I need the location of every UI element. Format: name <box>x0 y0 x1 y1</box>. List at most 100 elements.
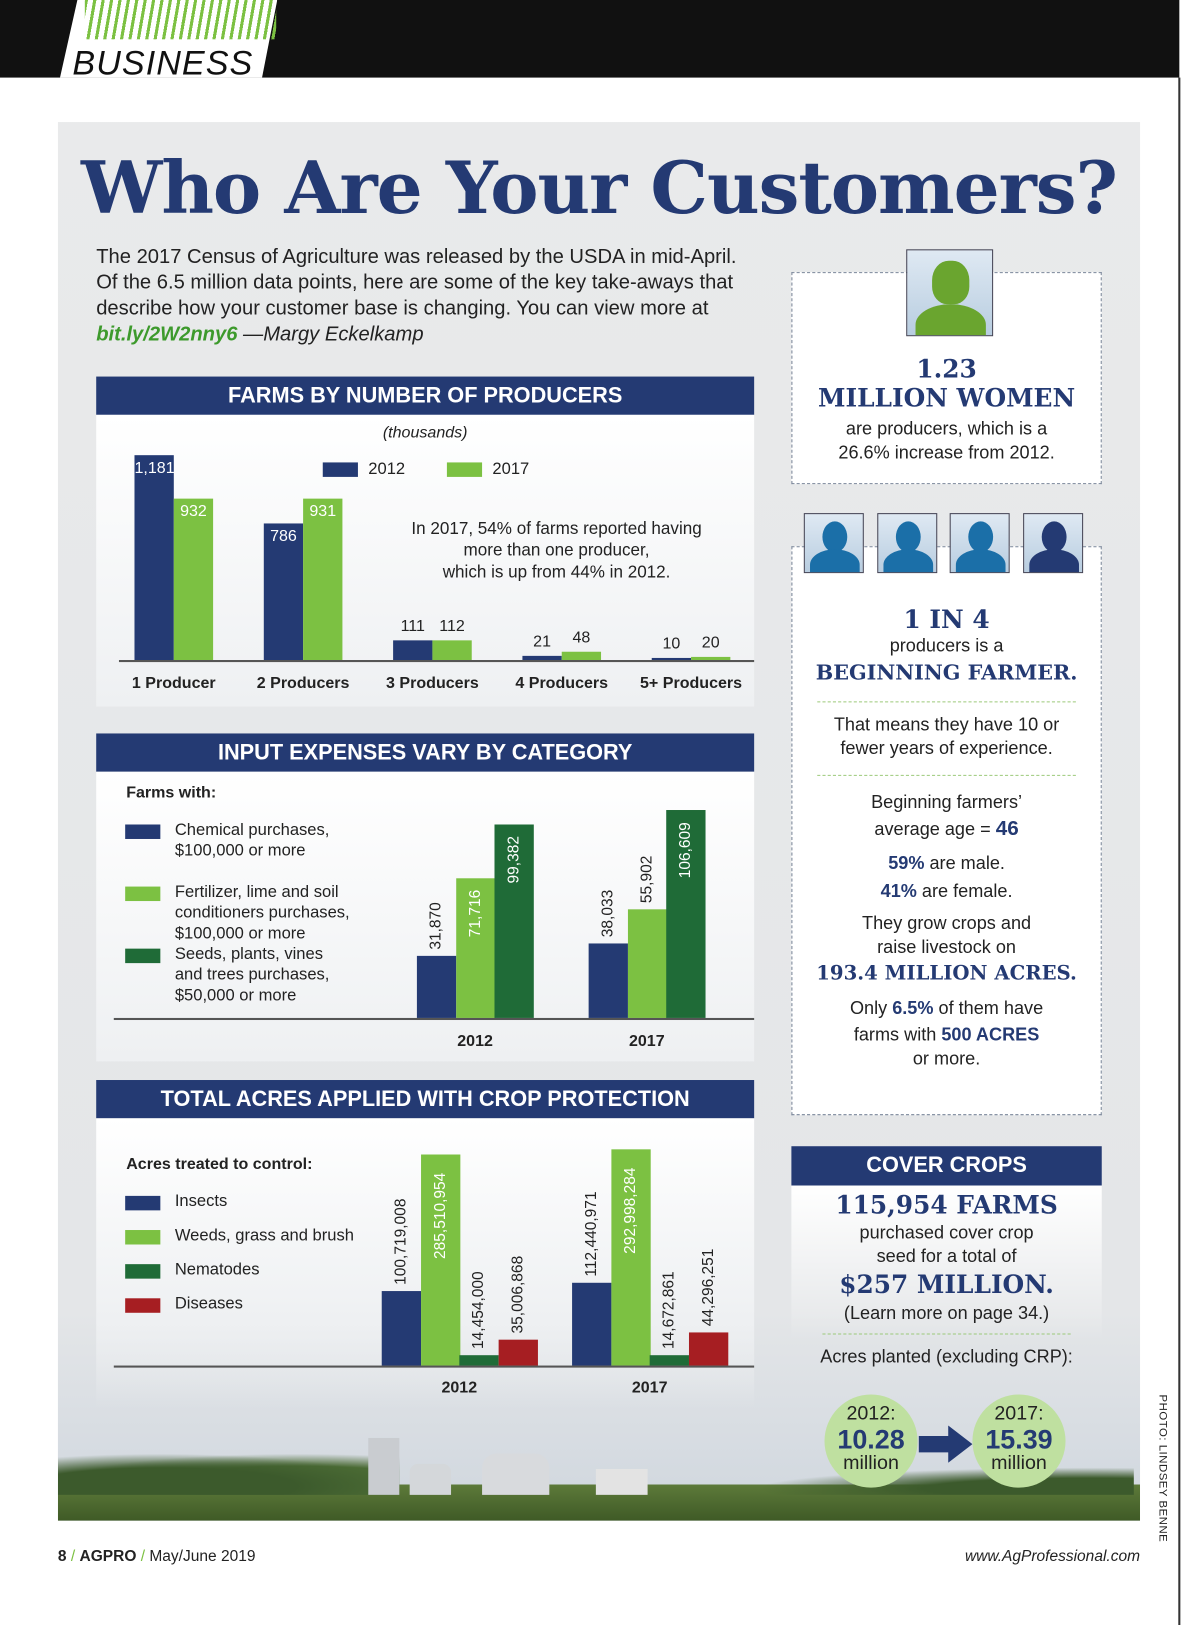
chart-crop-protection: Acres treated to control: Insects Weeds, g… <box>96 1118 755 1408</box>
legend-title: Acres treated to control: <box>126 1155 313 1174</box>
woman-icon <box>906 249 994 337</box>
women-headline: MILLION WOMEN <box>817 382 1076 413</box>
chart-input-expenses: Farms with: Chemical purchases, $100,000 o… <box>96 771 755 1062</box>
legend-swatch <box>125 1195 161 1211</box>
grow-text: They grow crops and <box>862 912 1032 934</box>
person-head <box>1041 521 1067 553</box>
legend-swatch <box>125 948 161 964</box>
grow-text-2: raise livestock on <box>877 936 1016 957</box>
bar <box>134 455 174 660</box>
bar <box>498 1339 538 1366</box>
data-label: 44,296,251 <box>698 1248 717 1327</box>
data-label: 31,870 <box>427 902 445 950</box>
category-label: 2017 <box>631 1378 668 1397</box>
legend-label: Diseases <box>174 1295 243 1313</box>
baseline <box>113 1365 755 1368</box>
bar <box>561 651 602 660</box>
data-label: 111 <box>400 617 425 636</box>
data-label: 35,006,868 <box>508 1255 527 1334</box>
section-label: BUSINESS <box>72 43 254 82</box>
data-label: 285,510,954 <box>430 1172 449 1260</box>
bar <box>381 1291 422 1366</box>
legend-swatch <box>446 462 483 477</box>
bar <box>494 824 534 1018</box>
data-label: 20 <box>701 633 720 652</box>
data-label: 55,902 <box>637 855 656 903</box>
age-text: Beginning farmers’ <box>871 791 1023 813</box>
legend-label: Nematodes <box>174 1261 260 1279</box>
annotation: which is up from 44% in 2012. <box>442 562 671 582</box>
acres-2017-circle: 2017: 15.39 million <box>972 1394 1066 1488</box>
cover-text: purchased cover crop <box>859 1221 1034 1243</box>
person-body <box>883 549 934 573</box>
footer-site[interactable]: www.AgProfessional.com <box>964 1547 1141 1566</box>
category-label: 5+ Producers <box>640 674 743 693</box>
person-body <box>810 549 860 573</box>
data-label: 932 <box>180 502 207 521</box>
bar <box>588 943 628 1018</box>
legend-title: Farms with: <box>126 784 217 802</box>
legend-swatch <box>322 462 358 477</box>
bar <box>610 1149 651 1366</box>
chart-subtitle: (thousands) <box>382 424 468 442</box>
category-label: 2017 <box>628 1032 665 1051</box>
bar <box>455 878 496 1018</box>
cover-crops-header: COVER CROPS <box>791 1146 1102 1186</box>
age-line: average age = 46 <box>874 817 1019 841</box>
person-icon <box>1023 513 1084 574</box>
annotation: In 2017, 54% of farms reported having <box>411 519 702 538</box>
person-body <box>1029 549 1079 573</box>
person-icon <box>949 513 1010 574</box>
beginning-headline: 1 IN 4 <box>903 604 990 635</box>
learn-more: (Learn more on page 34.) <box>843 1302 1050 1324</box>
data-label: 10 <box>662 635 681 654</box>
legend-swatch <box>125 1298 161 1313</box>
legend-label: 2012 <box>368 460 406 478</box>
category-label: 3 Producers <box>386 674 479 693</box>
person-icon <box>877 513 938 574</box>
bar <box>691 656 731 660</box>
data-label: 112,440,971 <box>582 1191 601 1277</box>
data-label: 14,454,000 <box>469 1270 488 1349</box>
experience-text-2: fewer years of experience. <box>840 737 1053 759</box>
cover-farms: 115,954 FARMS <box>835 1189 1058 1220</box>
data-label: 931 <box>309 502 337 521</box>
chart2-title: INPUT EXPENSES VARY BY CATEGORY <box>96 733 755 772</box>
legend-label: Weeds, grass and brush <box>174 1226 354 1245</box>
farm-photo <box>57 1428 1141 1521</box>
women-figure: 1.23 <box>916 353 977 384</box>
cover-text-2: seed for a total of <box>876 1245 1017 1267</box>
person-icon <box>803 513 864 574</box>
person-head <box>822 521 848 553</box>
baseline <box>118 660 755 663</box>
bar <box>522 656 562 660</box>
bar <box>432 640 472 660</box>
chart3-title: TOTAL ACRES APPLIED WITH CROP PROTECTION <box>96 1080 755 1119</box>
data-label: 106,609 <box>676 822 695 879</box>
census-link[interactable]: bit.ly/2W2nny6 <box>96 322 238 346</box>
male-line: 59% are male. <box>888 852 1005 874</box>
bar <box>303 498 343 660</box>
person-head <box>968 521 994 553</box>
photo-credit: PHOTO: LINDSEY BENNE <box>1156 1394 1169 1543</box>
page-edge <box>1178 77 1181 1625</box>
bar <box>173 498 214 660</box>
legend-label: Insects <box>174 1192 228 1211</box>
beginning-farmer-box <box>791 546 1102 1116</box>
women-text-2: 26.6% increase from 2012. <box>838 441 1055 463</box>
bar <box>651 658 692 660</box>
baseline <box>113 1017 755 1021</box>
legend-label: Chemical purchases, $100,000 or more <box>174 821 330 860</box>
bar <box>666 809 706 1018</box>
intro-text: The 2017 Census of Agriculture was relea… <box>96 245 737 346</box>
data-label: 112 <box>439 617 465 636</box>
acres-figure: 193.4 MILLION ACRES. <box>816 962 1077 985</box>
data-label: 38,033 <box>598 890 617 938</box>
data-label: 1,181 <box>134 459 175 477</box>
experience-text: That means they have 10 or <box>833 713 1060 735</box>
data-label: 786 <box>270 527 297 546</box>
legend-label: Seeds, plants, vines and trees purchases,… <box>174 945 330 1005</box>
more-text: or more. <box>912 1047 981 1069</box>
data-label: 21 <box>533 633 552 652</box>
legend-swatch <box>125 824 161 839</box>
